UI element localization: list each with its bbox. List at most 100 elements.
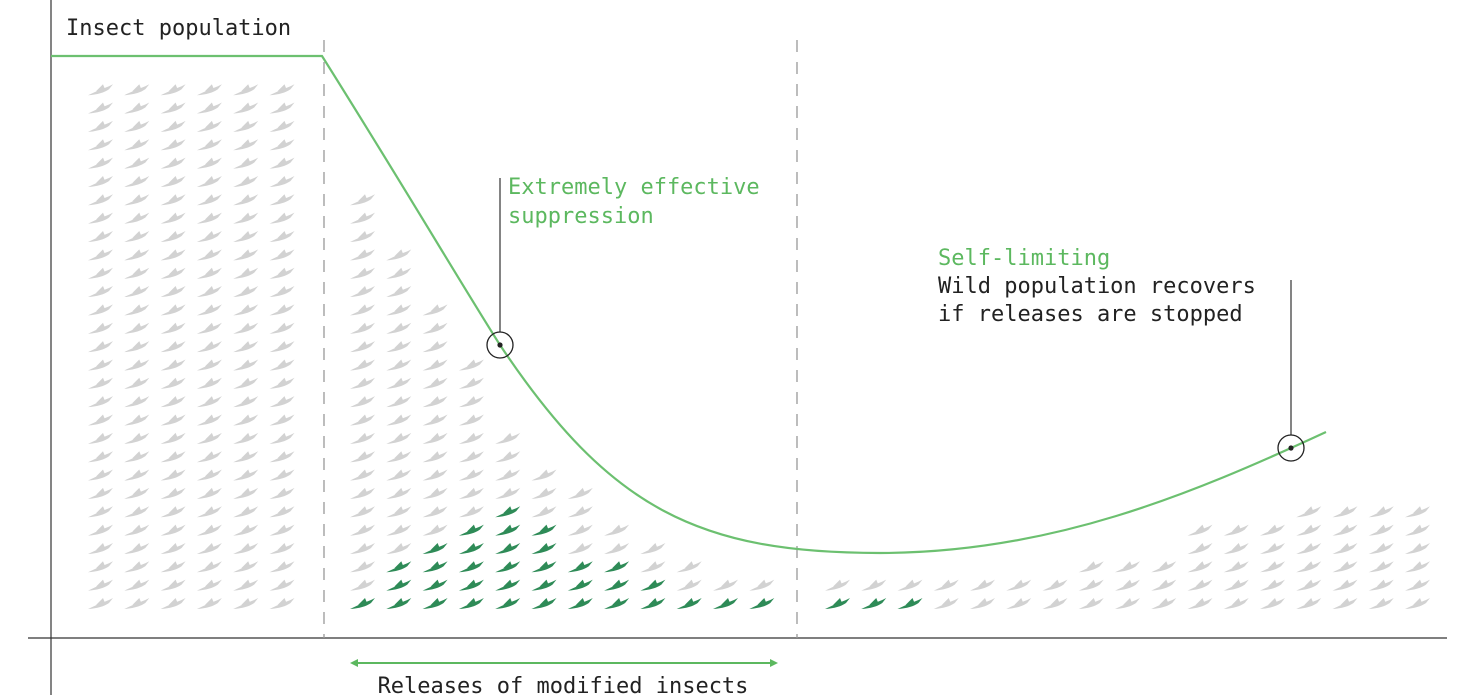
wild-insect <box>1079 580 1104 591</box>
wild-insect <box>350 359 375 370</box>
wild-insect <box>459 396 484 407</box>
wild-insect <box>197 451 222 462</box>
wild-insect <box>1333 561 1358 572</box>
wild-insect <box>423 378 448 389</box>
bracket-end <box>770 659 778 667</box>
wild-insect <box>1115 580 1140 591</box>
wild-insect <box>604 525 629 536</box>
wild-insect <box>270 231 295 242</box>
wild-insect <box>161 213 186 224</box>
wild-insect <box>270 580 295 591</box>
wild-insect <box>1296 561 1321 572</box>
wild-insect <box>270 415 295 426</box>
wild-insect <box>88 580 113 591</box>
wild-insect <box>233 525 258 536</box>
wild-insect <box>423 359 448 370</box>
wild-insect <box>861 580 886 591</box>
wild-insect <box>124 304 149 315</box>
wild-insect <box>386 506 411 517</box>
wild-insect <box>197 286 222 297</box>
wild-insect <box>270 158 295 169</box>
modified-insect <box>604 561 629 572</box>
wild-insect <box>459 359 484 370</box>
modified-insect <box>604 598 629 609</box>
wild-insect <box>88 103 113 114</box>
wild-insect <box>161 506 186 517</box>
modified-insect <box>532 598 557 609</box>
wild-insect <box>270 304 295 315</box>
wild-insect <box>161 433 186 444</box>
modified-insect <box>495 598 520 609</box>
wild-insect <box>88 249 113 260</box>
modified-insect <box>495 506 520 517</box>
wild-insect <box>677 561 702 572</box>
wild-insect <box>270 433 295 444</box>
wild-insect <box>161 488 186 499</box>
modified-insect <box>386 598 411 609</box>
wild-insect <box>423 488 448 499</box>
wild-insect <box>124 249 149 260</box>
wild-insect <box>233 268 258 279</box>
wild-insect <box>197 323 222 334</box>
wild-insect <box>124 231 149 242</box>
wild-insect <box>495 451 520 462</box>
modified-insect <box>568 580 593 591</box>
wild-insect <box>88 415 113 426</box>
wild-insect <box>386 268 411 279</box>
wild-insect <box>161 158 186 169</box>
wild-insect <box>88 194 113 205</box>
wild-insect <box>1188 580 1213 591</box>
wild-insect <box>88 231 113 242</box>
wild-insect <box>270 84 295 95</box>
wild-insect <box>270 506 295 517</box>
wild-insect <box>233 598 258 609</box>
wild-insect <box>270 525 295 536</box>
wild-insect <box>233 543 258 554</box>
wild-insect <box>1369 580 1394 591</box>
modified-insect <box>459 543 484 554</box>
wild-insect <box>1224 580 1249 591</box>
wild-insect <box>197 433 222 444</box>
wild-insect <box>1115 598 1140 609</box>
wild-insect <box>124 415 149 426</box>
wild-insect <box>161 543 186 554</box>
wild-insect <box>197 139 222 150</box>
wild-insect <box>270 213 295 224</box>
wild-insect <box>1043 580 1068 591</box>
wild-insect <box>197 580 222 591</box>
wild-insect <box>233 286 258 297</box>
wild-insect <box>197 378 222 389</box>
wild-insect <box>233 341 258 352</box>
wild-insect <box>124 268 149 279</box>
wild-insect <box>423 506 448 517</box>
wild-insect <box>88 396 113 407</box>
wild-insect <box>386 415 411 426</box>
wild-insect <box>934 580 959 591</box>
wild-insect <box>350 304 375 315</box>
wild-insect <box>161 580 186 591</box>
wild-insect <box>233 561 258 572</box>
wild-insect <box>88 525 113 536</box>
wild-insect <box>270 341 295 352</box>
wild-insect <box>1296 525 1321 536</box>
wild-insect <box>124 396 149 407</box>
wild-insect <box>161 176 186 187</box>
wild-insect <box>233 451 258 462</box>
wild-insect <box>270 561 295 572</box>
wild-insect <box>88 433 113 444</box>
wild-insect <box>88 158 113 169</box>
modified-insect <box>495 525 520 536</box>
wild-insect <box>88 139 113 150</box>
wild-insect <box>233 396 258 407</box>
wild-insect <box>459 451 484 462</box>
wild-insect <box>350 470 375 481</box>
wild-insect <box>386 378 411 389</box>
wild-insect <box>124 194 149 205</box>
modified-insect <box>749 598 774 609</box>
wild-insect <box>88 451 113 462</box>
wild-insect <box>88 341 113 352</box>
wild-insect <box>270 139 295 150</box>
wild-insect <box>197 121 222 132</box>
wild-insect <box>713 580 738 591</box>
wild-insect <box>88 488 113 499</box>
